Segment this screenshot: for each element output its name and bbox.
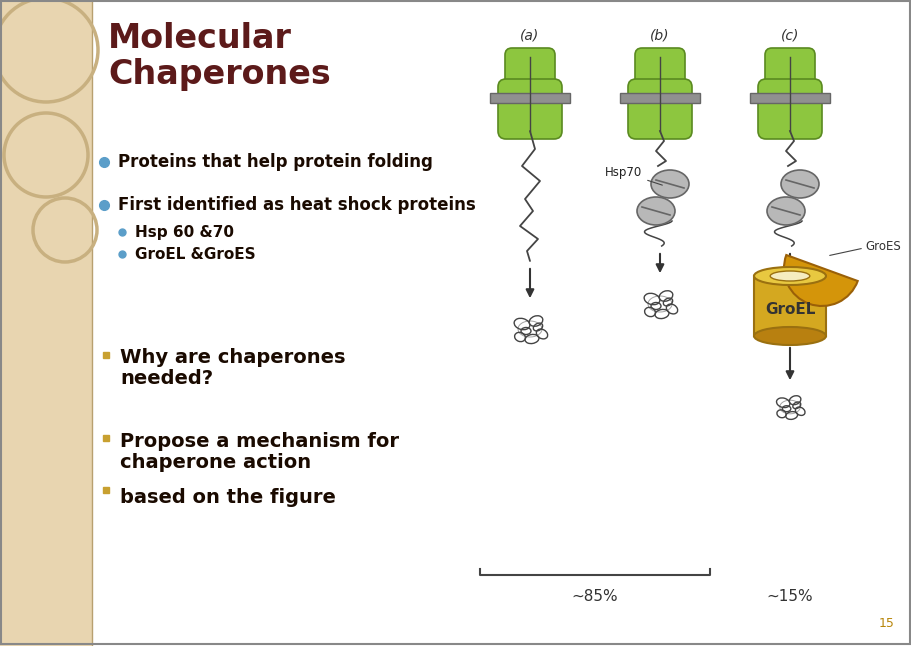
Text: 15: 15 bbox=[878, 617, 894, 630]
Text: (c): (c) bbox=[780, 28, 798, 42]
Text: GroES: GroES bbox=[864, 240, 900, 253]
FancyBboxPatch shape bbox=[497, 79, 561, 139]
Text: based on the figure: based on the figure bbox=[120, 488, 335, 507]
FancyBboxPatch shape bbox=[634, 48, 684, 100]
Wedge shape bbox=[783, 255, 856, 306]
Text: Hsp 60 &70: Hsp 60 &70 bbox=[135, 225, 234, 240]
Ellipse shape bbox=[766, 197, 804, 225]
Text: Molecular
Chaperones: Molecular Chaperones bbox=[107, 22, 331, 90]
Ellipse shape bbox=[650, 170, 688, 198]
Bar bbox=[0, 0, 92, 646]
Text: ~15%: ~15% bbox=[766, 589, 813, 604]
Text: (a): (a) bbox=[520, 28, 539, 42]
Text: GroEL &GroES: GroEL &GroES bbox=[135, 247, 255, 262]
Text: Proteins that help protein folding: Proteins that help protein folding bbox=[118, 153, 433, 171]
Ellipse shape bbox=[780, 170, 818, 198]
Ellipse shape bbox=[753, 327, 825, 345]
Bar bbox=[619, 93, 700, 103]
FancyBboxPatch shape bbox=[764, 48, 814, 100]
Text: Why are chaperones
needed?: Why are chaperones needed? bbox=[120, 348, 345, 388]
FancyBboxPatch shape bbox=[628, 79, 691, 139]
Bar bbox=[753, 276, 825, 336]
FancyBboxPatch shape bbox=[505, 48, 555, 100]
Ellipse shape bbox=[753, 267, 825, 285]
Text: First identified as heat shock proteins: First identified as heat shock proteins bbox=[118, 196, 476, 214]
Bar bbox=[749, 93, 829, 103]
Text: Propose a mechanism for
chaperone action: Propose a mechanism for chaperone action bbox=[120, 432, 399, 472]
Text: GroEL: GroEL bbox=[764, 302, 814, 317]
Ellipse shape bbox=[636, 197, 674, 225]
Ellipse shape bbox=[770, 271, 809, 281]
Text: (b): (b) bbox=[650, 28, 669, 42]
Text: Hsp70: Hsp70 bbox=[604, 166, 661, 185]
Bar bbox=[489, 93, 569, 103]
FancyBboxPatch shape bbox=[757, 79, 821, 139]
Text: ~85%: ~85% bbox=[571, 589, 618, 604]
